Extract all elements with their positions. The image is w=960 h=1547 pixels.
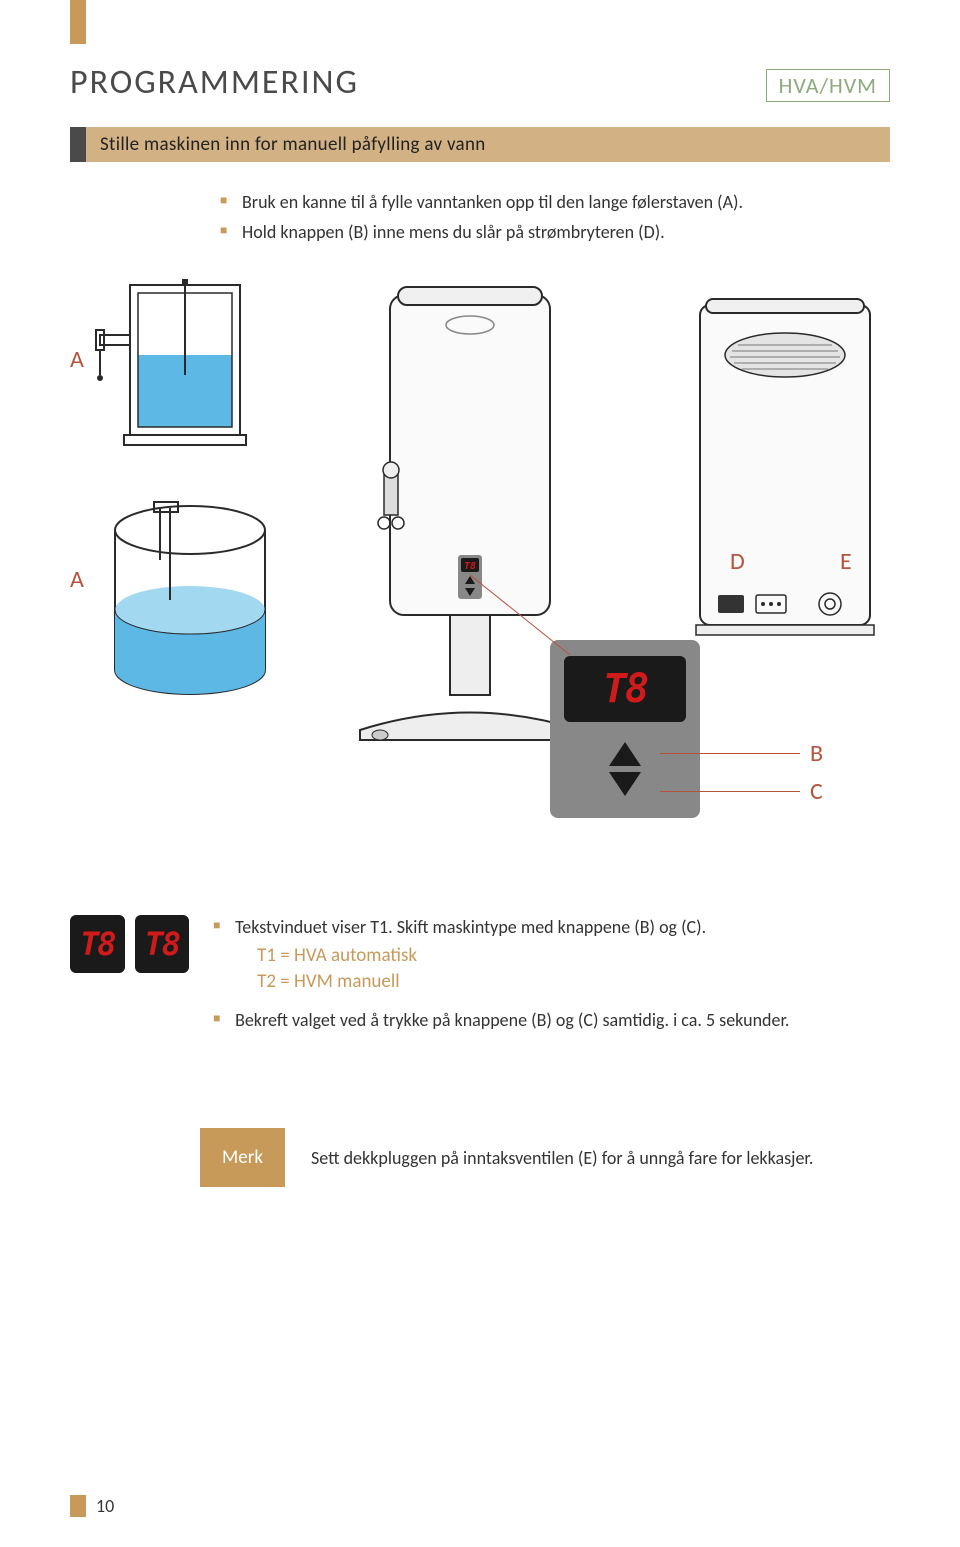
page-number-value: 10 xyxy=(96,1495,114,1517)
page-number-mark xyxy=(70,1495,86,1517)
bullet-item: Tekstvinduet viser T1. Skift maskintype … xyxy=(213,915,890,995)
page-number: 10 xyxy=(70,1495,114,1517)
seg-display-t2: T8 xyxy=(135,915,190,973)
bullet-text: Tekstvinduet viser T1. Skift maskintype … xyxy=(235,916,706,938)
model-badge: HVA/HVM xyxy=(766,69,890,102)
seg-display-t1: T8 xyxy=(70,915,125,973)
note-text: Sett dekkpluggen på inntaksventilen (E) … xyxy=(311,1146,813,1170)
bullet-item: Bekreft valget ved å trykke på knappene … xyxy=(213,1008,890,1032)
zoom-leader xyxy=(470,575,590,675)
mode-line: T1 = HVA automatisk xyxy=(257,943,890,969)
label-A2: A xyxy=(70,565,84,594)
seg-text: T8 xyxy=(80,925,115,963)
label-E: E xyxy=(840,547,852,576)
label-A1: A xyxy=(70,345,84,374)
dispenser-rear-diagram xyxy=(690,295,880,655)
mode-lines: T1 = HVA automatisk T2 = HVM manuell xyxy=(257,943,890,994)
mode-line: T2 = HVM manuell xyxy=(257,969,890,995)
bullet-item: Bruk en kanne til å fylle vanntanken opp… xyxy=(220,190,890,214)
note-box: Merk Sett dekkpluggen på inntaksventilen… xyxy=(200,1128,890,1187)
svg-text:T8: T8 xyxy=(464,561,476,572)
label-B: B xyxy=(810,739,823,768)
seg-text: T8 xyxy=(145,925,180,963)
top-accent-mark xyxy=(70,0,86,44)
header-row: PROGRAMMERING HVA/HVM xyxy=(70,62,890,103)
note-label: Merk xyxy=(200,1128,285,1187)
page-title: PROGRAMMERING xyxy=(70,62,359,103)
leader-line-c xyxy=(660,791,800,792)
intro-bullets: Bruk en kanne til å fylle vanntanken opp… xyxy=(220,190,890,245)
down-arrow-icon xyxy=(609,772,641,796)
display-row: T8 T8 Tekstvinduet viser T1. Skift maski… xyxy=(70,915,890,1039)
section-heading: Stille maskinen inn for manuell påfyllin… xyxy=(70,127,890,162)
up-arrow-icon xyxy=(609,742,641,766)
section-title: Stille maskinen inn for manuell påfyllin… xyxy=(86,127,890,162)
diagram-area: A A xyxy=(70,275,890,895)
leader-line-b xyxy=(660,753,800,754)
cylinder-diagram xyxy=(100,500,280,710)
second-bullets: Tekstvinduet viser T1. Skift maskintype … xyxy=(213,915,890,1039)
bullet-item: Hold knappen (B) inne mens du slår på st… xyxy=(220,220,890,244)
tank-side-diagram xyxy=(90,275,260,455)
label-D: D xyxy=(730,547,745,576)
label-C: C xyxy=(810,777,823,806)
section-tab xyxy=(70,127,86,162)
